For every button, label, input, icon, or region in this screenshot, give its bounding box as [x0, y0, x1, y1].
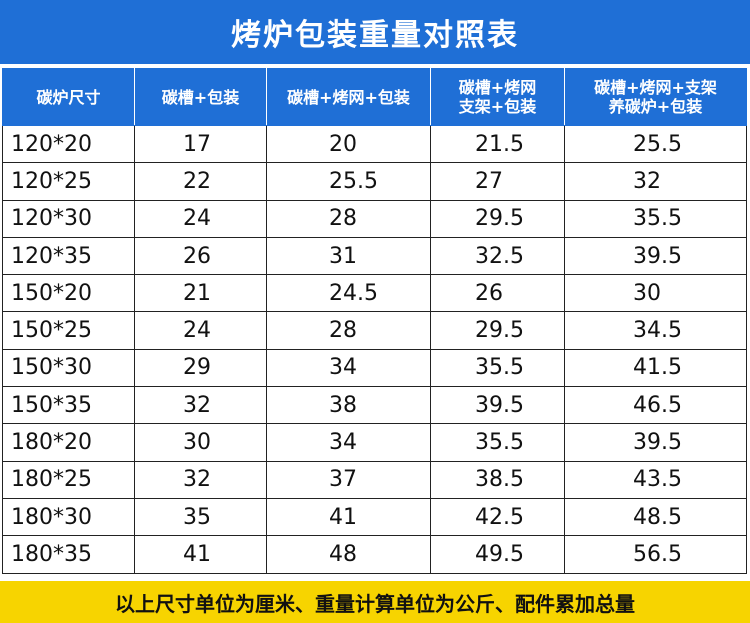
table-cell: 30: [134, 423, 267, 462]
table-cell: 32: [134, 460, 267, 499]
column-header-2: 碳槽+烤网+包装: [266, 68, 431, 126]
table-cell: 41: [134, 535, 267, 574]
column-header-line: 碳炉尺寸: [36, 87, 101, 107]
table-header-row: 碳炉尺寸 碳槽+包装 碳槽+烤网+包装 碳槽+烤网 支架+包装 碳槽+烤网+支架 养碳炉+包…: [2, 68, 747, 126]
table-cell: 39.5: [564, 423, 747, 462]
table-cell: 25.5: [564, 124, 747, 164]
table-cell: 180*30: [2, 497, 135, 537]
table-row: 150*35 32 38 39.5 46.5: [2, 386, 747, 425]
table-cell: 26: [430, 274, 565, 313]
table-row: 150*30 29 34 35.5 41.5: [2, 348, 747, 388]
table-cell: 37: [266, 460, 431, 499]
table-cell: 48.5: [564, 497, 747, 537]
table-cell: 29.5: [430, 199, 565, 238]
table-cell: 32: [134, 386, 267, 425]
table-cell: 48: [266, 535, 431, 574]
column-header-1: 碳槽+包装: [134, 68, 267, 126]
table-cell: 24: [134, 311, 267, 350]
column-header-line: 碳槽+烤网+支架: [594, 78, 717, 97]
table-cell: 49.5: [430, 535, 565, 574]
table-row: 120*25 22 25.5 27 32: [2, 162, 747, 201]
table-cell: 35.5: [430, 348, 565, 388]
column-header-line: 支架+包装: [458, 97, 537, 116]
table-cell: 56.5: [564, 535, 747, 574]
table-cell: 24: [134, 199, 267, 238]
table-cell: 24.5: [266, 274, 431, 313]
table-cell: 26: [134, 236, 267, 276]
column-header-line: 养碳炉+包装: [608, 97, 703, 116]
table-cell: 22: [134, 162, 267, 201]
footer-note: 以上尺寸单位为厘米、重量计算单位为公斤、配件累加总量: [115, 591, 635, 616]
table-cell: 20: [266, 124, 431, 164]
footer-note-bar: 以上尺寸单位为厘米、重量计算单位为公斤、配件累加总量: [0, 581, 750, 623]
table-cell: 25.5: [266, 162, 431, 201]
table-cell: 39.5: [564, 236, 747, 276]
table-cell: 29.5: [430, 311, 565, 350]
table-cell: 43.5: [564, 460, 747, 499]
table-cell: 38.5: [430, 460, 565, 499]
column-header-line: 碳槽+包装: [161, 87, 240, 107]
table-cell: 120*35: [2, 236, 135, 276]
table-row: 120*35 26 31 32.5 39.5: [2, 236, 747, 276]
table-row: 150*25 24 28 29.5 34.5: [2, 311, 747, 350]
table-cell: 180*25: [2, 460, 135, 499]
table-cell: 32.5: [430, 236, 565, 276]
table-cell: 41: [266, 497, 431, 537]
table-cell: 41.5: [564, 348, 747, 388]
table-cell: 29: [134, 348, 267, 388]
table-cell: 31: [266, 236, 431, 276]
table-cell: 30: [564, 274, 747, 313]
table-cell: 46.5: [564, 386, 747, 425]
table-cell: 28: [266, 311, 431, 350]
table-cell: 35.5: [564, 199, 747, 238]
table-cell: 120*30: [2, 199, 135, 238]
column-header-3: 碳槽+烤网 支架+包装: [430, 68, 565, 126]
table-cell: 38: [266, 386, 431, 425]
table-cell: 34: [266, 423, 431, 462]
weight-table-container: 碳炉尺寸 碳槽+包装 碳槽+烤网+包装 碳槽+烤网 支架+包装 碳槽+烤网+支架 养碳炉+包…: [2, 68, 747, 574]
table-cell: 35: [134, 497, 267, 537]
table-cell: 120*20: [2, 124, 135, 164]
table-cell: 180*35: [2, 535, 135, 574]
column-header-line: 碳槽+烤网+包装: [287, 87, 410, 107]
table-cell: 35.5: [430, 423, 565, 462]
table-cell: 32: [564, 162, 747, 201]
table-row: 150*20 21 24.5 26 30: [2, 274, 747, 313]
page-title-bar: 烤炉包装重量对照表: [0, 0, 750, 64]
column-header-4: 碳槽+烤网+支架 养碳炉+包装: [564, 68, 747, 126]
weight-table: 碳炉尺寸 碳槽+包装 碳槽+烤网+包装 碳槽+烤网 支架+包装 碳槽+烤网+支架 养碳炉+包…: [2, 68, 747, 574]
table-cell: 39.5: [430, 386, 565, 425]
table-cell: 17: [134, 124, 267, 164]
table-row: 180*35 41 48 49.5 56.5: [2, 535, 747, 574]
page-title: 烤炉包装重量对照表: [231, 18, 519, 53]
column-header-line: 碳槽+烤网: [458, 78, 537, 97]
table-cell: 28: [266, 199, 431, 238]
table-cell: 150*20: [2, 274, 135, 313]
table-cell: 27: [430, 162, 565, 201]
table-cell: 34: [266, 348, 431, 388]
table-cell: 42.5: [430, 497, 565, 537]
table-row: 120*30 24 28 29.5 35.5: [2, 199, 747, 238]
table-cell: 21.5: [430, 124, 565, 164]
table-cell: 150*25: [2, 311, 135, 350]
table-row: 180*30 35 41 42.5 48.5: [2, 497, 747, 537]
table-cell: 120*25: [2, 162, 135, 201]
table-row: 120*20 17 20 21.5 25.5: [2, 124, 747, 164]
table-cell: 150*35: [2, 386, 135, 425]
table-body: 120*20 17 20 21.5 25.5 120*25 22 25.5 27 32 120*30…: [2, 124, 747, 574]
table-cell: 21: [134, 274, 267, 313]
table-cell: 150*30: [2, 348, 135, 388]
column-header-0: 碳炉尺寸: [2, 68, 135, 126]
table-cell: 180*20: [2, 423, 135, 462]
table-cell: 34.5: [564, 311, 747, 350]
table-row: 180*20 30 34 35.5 39.5: [2, 423, 747, 462]
table-row: 180*25 32 37 38.5 43.5: [2, 460, 747, 499]
